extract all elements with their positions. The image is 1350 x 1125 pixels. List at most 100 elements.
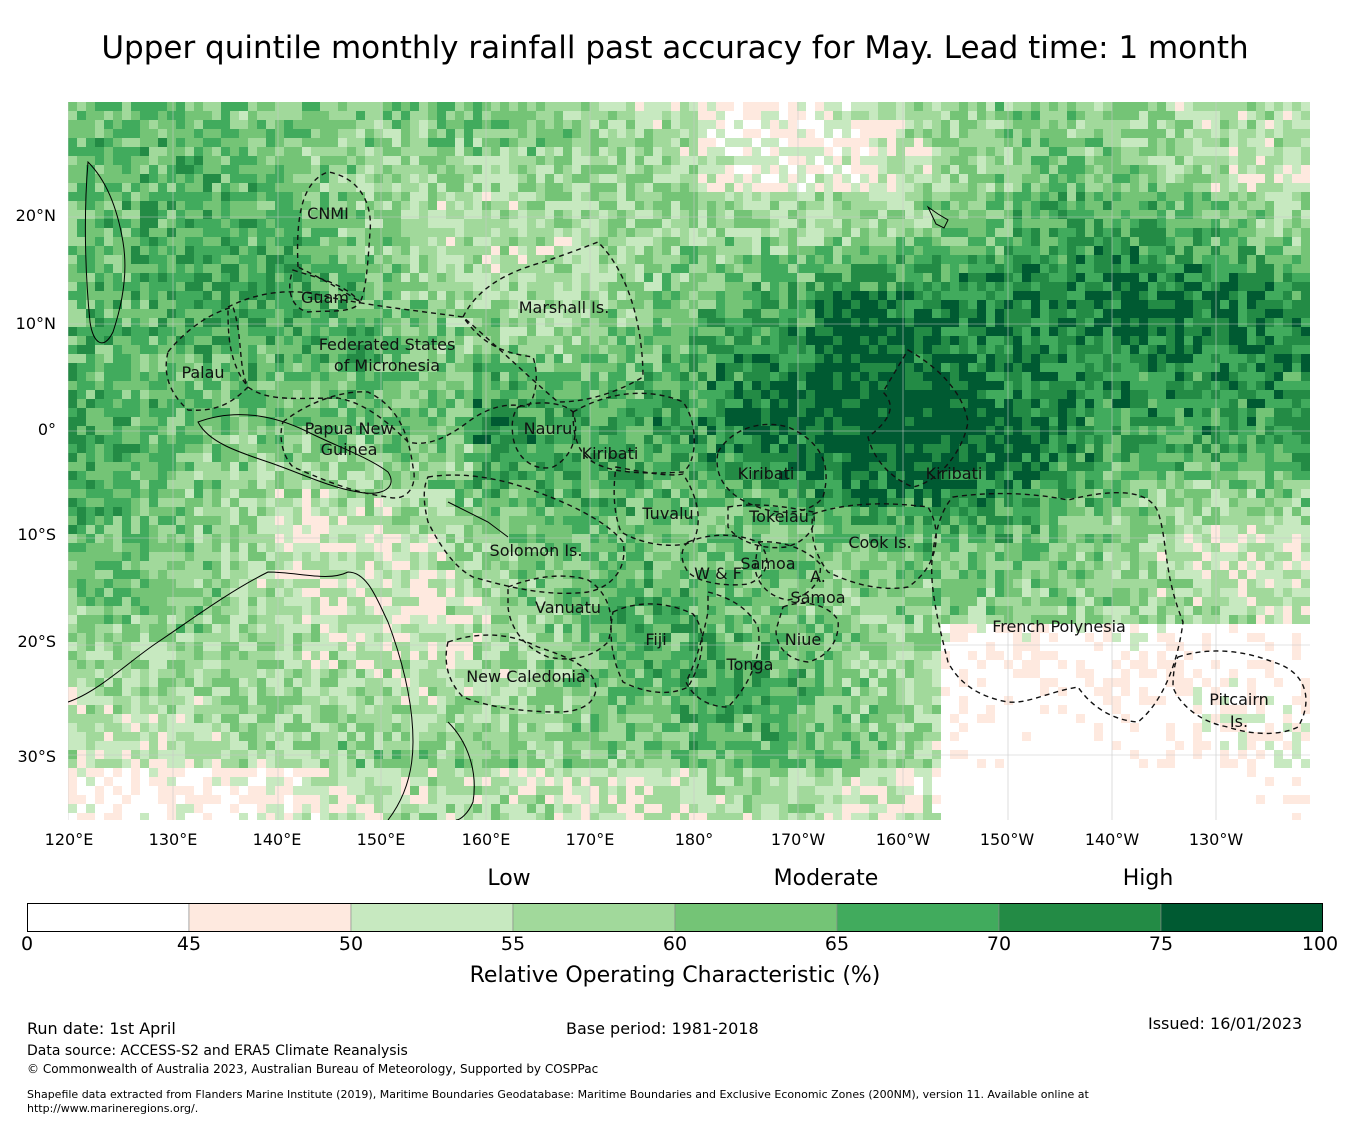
label-american-samoa-line2: Samoa (790, 588, 845, 607)
eez-kiribati-gilbert (572, 392, 695, 474)
eez-fsm (227, 291, 537, 444)
colorbar-segment-45-50 (188, 903, 352, 932)
colorbar-tick-65: 65 (824, 933, 850, 955)
colorbar-tick-100: 100 (1301, 933, 1339, 955)
lon-label-180: 180° (674, 830, 714, 849)
label-png-line2: Guinea (321, 440, 378, 459)
lon-label-140w: 140°W (1084, 830, 1140, 849)
eez-tonga (685, 591, 760, 708)
label-samoa: Samoa (740, 554, 795, 573)
lon-label-160e: 160°E (461, 830, 511, 849)
label-kiribati-central: Kiribati (738, 464, 795, 483)
label-fiji: Fiji (645, 630, 666, 649)
page-title: Upper quintile monthly rainfall past acc… (101, 30, 1249, 66)
label-tokelau: Tokelau (748, 507, 809, 526)
label-tuvalu: Tuvalu (641, 504, 693, 523)
label-kiribati-east: Kiribati (926, 464, 983, 483)
lon-label-130e: 130°E (148, 830, 198, 849)
issued-date: Issued: 16/01/2023 (1148, 1014, 1303, 1033)
colorbar-segment-0-45 (27, 903, 190, 932)
label-cook-is: Cook Is. (848, 533, 911, 552)
label-cnmi: CNMI (307, 204, 349, 223)
colorbar-tick-75: 75 (1148, 933, 1174, 955)
hawaii-coast (926, 205, 949, 229)
label-palau: Palau (181, 363, 224, 382)
label-new-caledonia: New Caledonia (466, 667, 586, 686)
eez-kiribati-line (867, 349, 969, 488)
colorbar-tick-70: 70 (986, 933, 1012, 955)
philippines-coast (84, 160, 126, 344)
colorbar-tick-50: 50 (338, 933, 364, 955)
lon-label-150w: 150°W (979, 830, 1035, 849)
legend-category-moderate: Moderate (773, 866, 879, 891)
eez-cook (811, 503, 937, 590)
lat-label-20s: 20°S (17, 632, 56, 651)
colorbar-segment-60-65 (674, 903, 838, 932)
label-marshall-is: Marshall Is. (519, 298, 610, 317)
label-wallis-futuna: W & F (694, 564, 742, 583)
lon-label-170w: 170°W (770, 830, 826, 849)
label-fsm-line2: of Micronesia (334, 356, 440, 375)
map-gridlines (68, 102, 1310, 820)
eez-samoa-wf (681, 534, 768, 586)
label-vanuatu: Vanuatu (535, 598, 601, 617)
colorbar-tick-60: 60 (662, 933, 688, 955)
label-tonga: Tonga (726, 655, 774, 674)
lat-label-0: 0° (37, 420, 56, 439)
new-guinea-coast (197, 414, 392, 494)
region-labels: CNMI Guam Marshall Is. Federated States … (181, 204, 1268, 731)
lat-label-10n: 10°N (15, 314, 56, 333)
shapefile-credit-line1: Shapefile data extracted from Flanders M… (27, 1088, 1089, 1101)
colorbar-segment-55-60 (512, 903, 676, 932)
label-png-line1: Papua New (305, 419, 394, 438)
run-date: Run date: 1st April (27, 1019, 176, 1038)
label-niue: Niue (785, 630, 821, 649)
lon-label-150e: 150°E (356, 830, 406, 849)
eez-tuvalu (613, 466, 699, 546)
eez-vanuatu (507, 575, 612, 660)
legend-category-high: High (1122, 866, 1174, 891)
colorbar-tick-45: 45 (176, 933, 202, 955)
lat-label-30s: 30°S (17, 747, 56, 766)
eez-tokelau (727, 504, 815, 549)
roc-map[interactable]: CNMI Guam Marshall Is. Federated States … (68, 102, 1310, 820)
label-nauru: Nauru (524, 419, 573, 438)
label-american-samoa-line1: A. (810, 567, 826, 586)
lon-label-120e: 120°E (44, 830, 94, 849)
shapefile-credit-line2: http://www.marineregions.org/. (27, 1102, 199, 1115)
eez-cnmi (296, 171, 372, 303)
colorbar-label: Relative Operating Characteristic (%) (469, 963, 881, 988)
colorbar-tick-0: 0 (20, 933, 34, 955)
australia-coast (68, 571, 414, 820)
colorbar (27, 903, 1323, 932)
label-solomon-is: Solomon Is. (490, 541, 583, 560)
eez-boundaries (165, 171, 1307, 735)
colorbar-tick-55: 55 (500, 933, 526, 955)
eez-nauru (511, 402, 577, 469)
eez-fiji (610, 603, 703, 694)
lat-label-10s: 10°S (17, 525, 56, 544)
eez-kiribati-phoenix (716, 423, 827, 513)
new-zealand-coast (447, 721, 475, 820)
eez-new-caledonia (445, 634, 597, 713)
base-period: Base period: 1981-2018 (566, 1019, 759, 1038)
label-french-polynesia: French Polynesia (992, 617, 1126, 636)
label-guam: Guam (301, 288, 349, 307)
lon-label-160w: 160°W (875, 830, 931, 849)
data-source: Data source: ACCESS-S2 and ERA5 Climate … (27, 1043, 408, 1059)
colorbar-segment-65-70 (836, 903, 1000, 932)
lon-label-140e: 140°E (252, 830, 302, 849)
copyright: © Commonwealth of Australia 2023, Austra… (27, 1062, 599, 1076)
eez-niue (775, 602, 839, 663)
lon-label-170e: 170°E (565, 830, 615, 849)
solomon-coast (447, 501, 509, 538)
eez-palau (165, 306, 249, 411)
eez-guam (289, 269, 361, 313)
legend-category-low: Low (487, 866, 531, 891)
colorbar-segment-75-100 (1160, 903, 1323, 932)
label-pitcairn-line1: Pitcairn (1209, 690, 1269, 709)
colorbar-segment-70-75 (998, 903, 1162, 932)
eez-solomon (423, 474, 625, 595)
label-fsm-line1: Federated States (319, 335, 456, 354)
label-kiribati-west: Kiribati (582, 444, 639, 463)
